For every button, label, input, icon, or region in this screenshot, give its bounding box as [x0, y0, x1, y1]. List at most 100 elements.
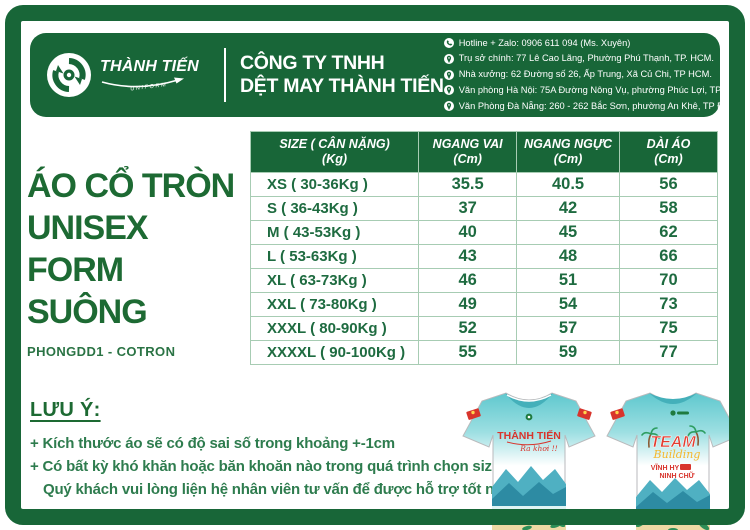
table-row: XXXL ( 80-90Kg ) 52 57 75 — [249, 316, 719, 341]
beach-scene-print — [636, 478, 710, 530]
cell-shoulder: 40 — [418, 220, 518, 245]
cell-shoulder: 37 — [418, 196, 518, 221]
cell-shoulder: 35.5 — [418, 172, 518, 197]
col-header-shoulder: NGANG VAI (Cm) — [418, 131, 518, 173]
size-table: SIZE ( CÂN NẶNG) (Kg) NGANG VAI (Cm) NGANG… — [249, 131, 719, 365]
cell-length: 73 — [618, 292, 719, 317]
table-row: XXL ( 73-80Kg ) 49 54 73 — [249, 292, 719, 317]
location-icon — [443, 53, 454, 64]
cell-shoulder: 46 — [418, 268, 518, 293]
company-name-line2: DỆT MAY THÀNH TIẾN — [240, 75, 444, 97]
brand-wordmark: THÀNH TIẾN UNIFORM — [100, 58, 199, 92]
shirt-brand-text: THÀNH TIẾN — [497, 429, 561, 442]
table-row: L ( 53-63Kg ) 43 48 66 — [249, 244, 719, 269]
cell-shoulder: 52 — [418, 316, 518, 341]
chest-logo-icon — [670, 410, 689, 416]
cell-length: 62 — [618, 220, 719, 245]
cell-length: 77 — [618, 340, 719, 365]
notes-section: LƯU Ý: + Kích thước áo sẽ có độ sai số t… — [30, 399, 521, 501]
product-title-line2: UNISEX — [27, 209, 149, 247]
cell-size: M ( 43-53Kg ) — [249, 220, 420, 245]
cell-length: 75 — [618, 316, 719, 341]
cell-length: 58 — [618, 196, 719, 221]
contact-text: Hotline + Zalo: 0906 611 094 (Ms. Xuyên) — [458, 37, 631, 48]
cell-size: XXL ( 73-80Kg ) — [249, 292, 420, 317]
col-header-size: SIZE ( CÂN NẶNG) (Kg) — [249, 131, 420, 173]
cell-size: L ( 53-63Kg ) — [249, 244, 420, 269]
header-banner: THÀNH TIẾN UNIFORM CÔNG TY TNHH DỆT MAY … — [30, 33, 750, 117]
contact-hanoi: Văn phòng Hà Nội: 75A Đường Nông Vụ, phư… — [443, 83, 750, 99]
cell-shoulder: 43 — [418, 244, 518, 269]
table-row: XS ( 30-36Kg ) 35.5 40.5 56 — [249, 172, 719, 197]
brand-name: THÀNH TIẾN — [100, 58, 199, 75]
location-icon — [443, 85, 454, 96]
destination-line1: VĨNH HY — [651, 463, 680, 472]
cell-length: 66 — [618, 244, 719, 269]
product-title-line1: ÁO CỔ TRÒN — [27, 167, 235, 205]
contact-factory: Nhà xưởng: 62 Đường số 26, Ấp Trung, Xã … — [443, 67, 744, 83]
tshirt-back-image: TEAM Building VĨNH HY NINH CHỮ — [606, 392, 740, 530]
cell-length: 70 — [618, 268, 719, 293]
cell-size: XL ( 63-73Kg ) — [249, 268, 420, 293]
brand-block: THÀNH TIẾN UNIFORM — [46, 52, 218, 98]
cell-chest: 54 — [516, 292, 620, 317]
col-header-chest: NGANG NGỰC (Cm) — [516, 131, 620, 173]
product-title-block: ÁO CỔ TRÒN UNISEX FORM SUÔNG PHONGDD1 - … — [27, 165, 242, 359]
destination-line2: NINH CHỮ — [660, 471, 695, 480]
company-name-line1: CÔNG TY TNHH — [240, 52, 385, 74]
cell-size: XXXL ( 80-90Kg ) — [249, 316, 420, 341]
cell-size: XXXXL ( 90-100Kg ) — [249, 340, 420, 365]
cell-chest: 42 — [516, 196, 620, 221]
flag-patch-icon — [466, 408, 592, 420]
shirt-previews: THÀNH TIẾN Ra khơi !! — [458, 381, 744, 530]
cell-chest: 40.5 — [516, 172, 620, 197]
contact-danang: Văn Phòng Đà Nẵng: 260 - 262 Bắc Sơn, ph… — [443, 99, 750, 115]
location-icon — [443, 101, 454, 112]
contact-text: Trụ sở chính: 77 Lê Cao Lãng, Phường Phú… — [458, 53, 714, 64]
location-icon — [443, 69, 454, 80]
contact-text: Văn phòng Hà Nội: 75A Đường Nông Vụ, phư… — [458, 84, 750, 95]
cell-size: XS ( 30-36Kg ) — [249, 172, 420, 197]
contact-list: Hotline + Zalo: 0906 611 094 (Ms. Xuyên)… — [443, 36, 750, 115]
contact-text: Văn Phòng Đà Nẵng: 260 - 262 Bắc Sơn, ph… — [458, 100, 750, 111]
cell-shoulder: 49 — [418, 292, 518, 317]
cell-chest: 51 — [516, 268, 620, 293]
header-divider — [224, 48, 226, 102]
table-row: XL ( 63-73Kg ) 46 51 70 — [249, 268, 719, 293]
team-text: TEAM — [650, 434, 696, 451]
cell-chest: 48 — [516, 244, 620, 269]
notes-heading: LƯU Ý: — [30, 399, 101, 421]
thanh-tien-logo-icon — [47, 53, 91, 97]
brand-sub-label: UNIFORM — [130, 82, 168, 92]
cell-chest: 59 — [516, 340, 620, 365]
table-row: M ( 43-53Kg ) 40 45 62 — [249, 220, 719, 245]
col-header-length: DÀI ÁO (Cm) — [618, 131, 719, 173]
cell-length: 56 — [618, 172, 719, 197]
beach-scene-print — [492, 466, 566, 530]
phone-icon — [443, 38, 454, 49]
destination-badge — [680, 464, 691, 470]
shirt-script-text: Ra khơi !! — [519, 444, 557, 453]
product-title-line3: FORM SUÔNG — [27, 251, 148, 331]
table-row: S ( 36-43Kg ) 37 42 58 — [249, 196, 719, 221]
contact-hq: Trụ sở chính: 77 Lê Cao Lãng, Phường Phú… — [443, 51, 744, 67]
note-line: + Có bất kỳ khó khăn hoặc băn khoăn nào … — [30, 458, 504, 475]
palm-tree-icon — [641, 425, 706, 448]
company-name: CÔNG TY TNHH DỆT MAY THÀNH TIẾN — [240, 52, 444, 98]
table-row: XXXXL ( 90-100Kg ) 55 59 77 — [249, 340, 719, 365]
contact-text: Nhà xưởng: 62 Đường số 26, Ấp Trung, Xã … — [458, 69, 712, 80]
flag-patch-icon — [610, 408, 625, 420]
cell-chest: 45 — [516, 220, 620, 245]
cell-size: S ( 36-43Kg ) — [249, 196, 420, 221]
uniform-swoosh-icon: UNIFORM — [101, 77, 184, 92]
product-title: ÁO CỔ TRÒN UNISEX FORM SUÔNG — [27, 165, 242, 333]
note-line: Quý khách vui lòng liện hệ nhân viên tư … — [43, 481, 521, 498]
cell-shoulder: 55 — [418, 340, 518, 365]
product-code: PHONGDD1 - COTRON — [27, 344, 176, 359]
building-text: Building — [653, 448, 701, 461]
contact-hotline: Hotline + Zalo: 0906 611 094 (Ms. Xuyên) — [443, 36, 744, 52]
cell-chest: 57 — [516, 316, 620, 341]
size-table-header-row: SIZE ( CÂN NẶNG) (Kg) NGANG VAI (Cm) NGANG… — [249, 131, 719, 173]
tshirt-front-image: THÀNH TIẾN Ra khơi !! — [462, 392, 596, 530]
